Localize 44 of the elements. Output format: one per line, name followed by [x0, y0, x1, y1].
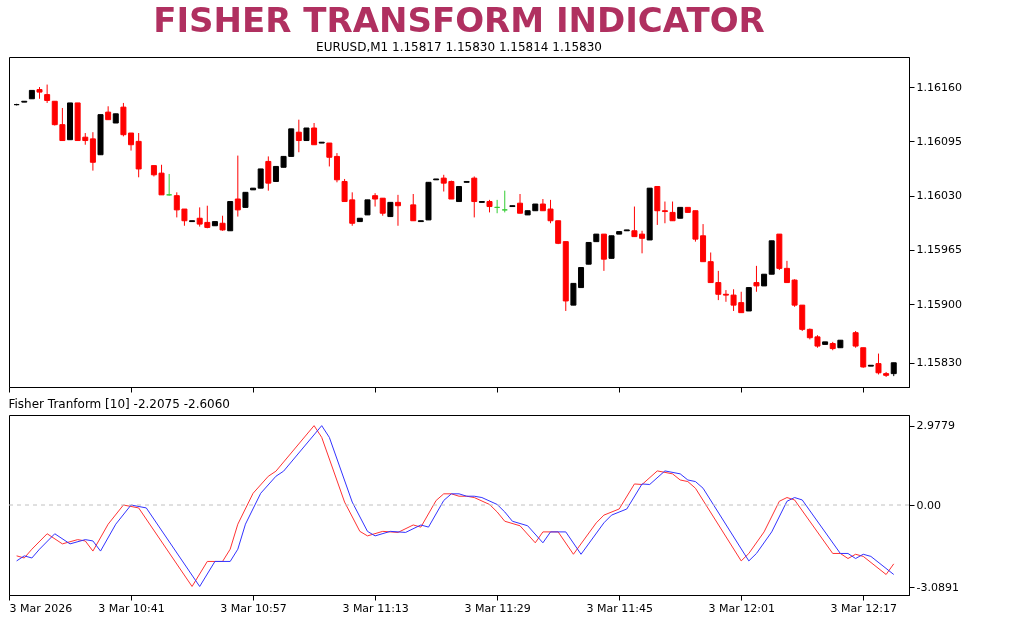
chart-subtitle: EURUSD,M1 1.15817 1.15830 1.15814 1.15830 — [316, 40, 602, 54]
x-tick-label: 3 Mar 12:01 — [708, 601, 775, 615]
x-tick-label: 3 Mar 10:57 — [220, 601, 287, 615]
x-tick-label: 3 Mar 2026 — [9, 601, 73, 615]
x-tick-label: 3 Mar 11:45 — [586, 601, 653, 615]
candlestick — [394, 194, 401, 227]
chart-title: FISHER TRANSFORM INDICATOR — [153, 0, 765, 40]
y-tick-label: -3.0891 — [916, 580, 959, 594]
candlestick — [257, 168, 264, 189]
chart-title: Fisher Tranform [10] -2.2075 -2.6060 — [8, 397, 231, 411]
candlestick — [501, 190, 508, 213]
y-tick-label: 1.16030 — [916, 189, 962, 203]
candlestick — [875, 353, 882, 375]
line-series — [16, 425, 895, 587]
candlestick — [669, 201, 676, 222]
x-tick-label: 3 Mar 10:41 — [98, 601, 165, 615]
candlestick — [333, 152, 340, 183]
y-tick-label: 1.15830 — [916, 356, 962, 370]
candlestick — [585, 241, 592, 265]
candlestick — [471, 175, 478, 218]
candlestick — [44, 84, 51, 104]
candlestick — [372, 192, 379, 208]
candlestick — [265, 155, 272, 192]
candlestick — [295, 119, 302, 153]
candlestick — [410, 193, 417, 222]
y-tick-label: 1.15965 — [916, 243, 962, 257]
y-tick-label: 1.15900 — [916, 297, 962, 311]
candlestick — [860, 347, 867, 369]
candlestick — [311, 122, 318, 146]
x-tick-label: 3 Mar 11:29 — [464, 601, 531, 615]
y-tick-label: 2.9779 — [916, 419, 955, 433]
y-tick-label: 1.16095 — [916, 134, 962, 148]
candlestick — [517, 193, 524, 214]
candlestick — [89, 131, 96, 172]
x-tick-label: 3 Mar 11:13 — [342, 601, 409, 615]
y-tick-label: 0.00 — [916, 498, 941, 512]
candlestick — [608, 235, 615, 259]
candlestick — [753, 265, 760, 293]
candlestick — [234, 155, 241, 218]
candlestick — [661, 201, 668, 224]
candlestick — [745, 287, 752, 312]
candlestick — [326, 142, 333, 167]
x-tick-label: 3 Mar 12:17 — [830, 601, 897, 615]
y-tick-label: 1.16160 — [916, 80, 962, 94]
